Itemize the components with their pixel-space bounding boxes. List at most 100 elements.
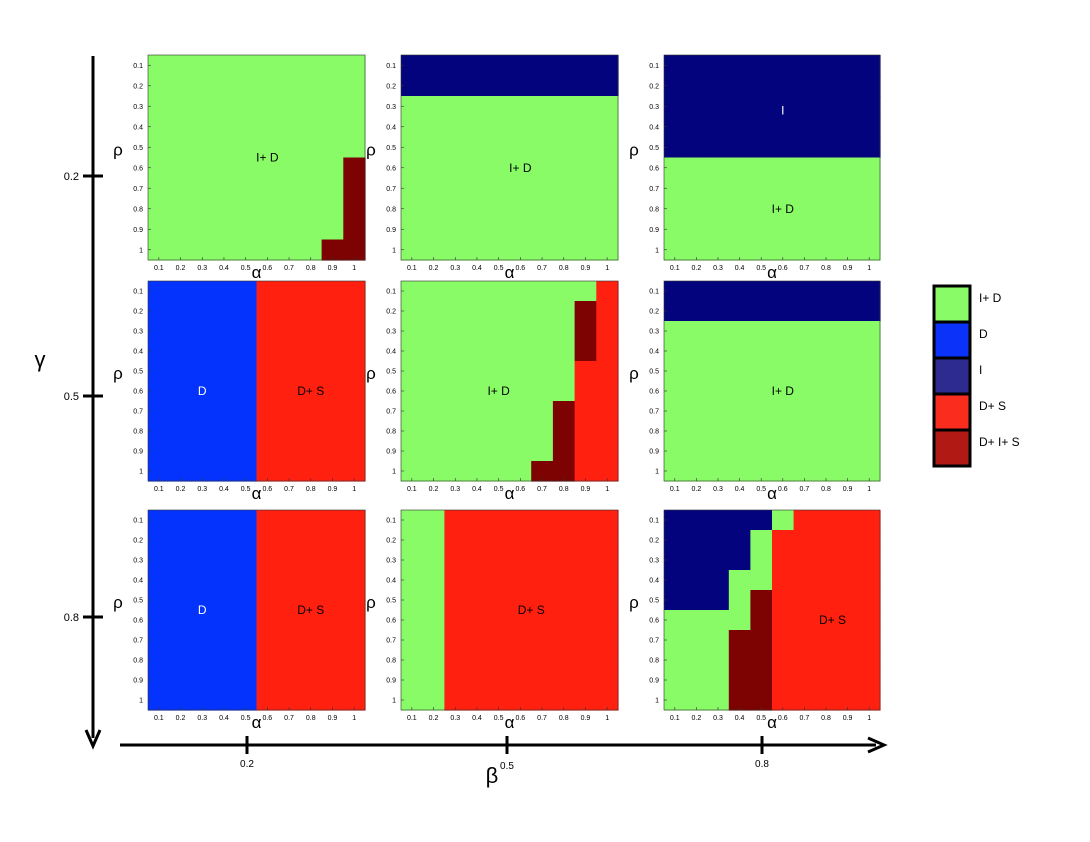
heatmap-cell	[836, 361, 859, 382]
heatmap-cell	[836, 650, 859, 671]
heatmap-cell	[487, 239, 511, 261]
x-tick-label: 0.5	[494, 265, 504, 272]
heatmap-cell	[401, 75, 424, 97]
heatmap-cell	[343, 570, 366, 591]
heatmap-cell	[509, 381, 532, 402]
heatmap-cell	[422, 421, 445, 442]
heatmap-cell	[343, 75, 366, 97]
y-tick-label: 0.2	[386, 538, 396, 545]
heatmap-cell	[401, 281, 424, 302]
heatmap-cell	[685, 321, 708, 342]
heatmap-cell	[707, 157, 730, 179]
y-tick-label: 0.3	[133, 329, 143, 336]
heatmap-cell	[772, 461, 795, 482]
heatmap-cell	[444, 75, 467, 97]
heatmap-cell	[574, 530, 597, 551]
heatmap-cell	[343, 421, 366, 442]
heatmap-cell	[596, 461, 619, 482]
y-tick-label: 0.9	[649, 449, 659, 456]
heatmap-cell	[750, 650, 773, 671]
heatmap-cell	[321, 510, 344, 531]
heatmap-cell	[574, 137, 597, 159]
y-tick-label: 0.9	[649, 678, 659, 685]
region-label: D	[198, 384, 207, 398]
heatmap-cell	[772, 510, 795, 531]
heatmap-cell	[278, 116, 301, 138]
heatmap-cell	[531, 401, 554, 422]
heatmap-cell	[444, 441, 467, 462]
heatmap-cell	[596, 198, 619, 220]
heatmap-cell	[858, 570, 881, 591]
heatmap-cell	[444, 650, 467, 671]
heatmap-cell	[148, 55, 171, 77]
heatmap-cell	[299, 341, 323, 362]
y-tick-label: 0.6	[133, 165, 143, 172]
heatmap-cell	[401, 96, 424, 118]
region-label: I+ D	[487, 384, 510, 398]
heatmap-cell	[169, 281, 192, 302]
heatmap-cell	[836, 381, 859, 402]
x-tick-label: 0.2	[429, 715, 439, 722]
heatmap-cell	[256, 421, 279, 442]
heatmap-cell	[772, 198, 795, 220]
x-tick-label: 1	[605, 715, 609, 722]
heatmap-cell	[531, 96, 554, 118]
x-tick-label: 0.3	[450, 486, 460, 493]
heatmap-cell	[707, 96, 730, 118]
heatmap-cell	[552, 610, 576, 631]
x-tick-label: 0.6	[778, 715, 788, 722]
heatmap-cell	[148, 630, 171, 651]
y-tick-label: 0.8	[133, 658, 143, 665]
x-axis-label: α	[767, 263, 777, 282]
heatmap-cell	[685, 550, 708, 571]
heatmap-cell	[836, 75, 859, 97]
heatmap-cell	[685, 441, 708, 462]
heatmap-cell	[685, 610, 708, 631]
heatmap-cell	[858, 55, 881, 77]
heatmap-cell	[401, 550, 424, 571]
heatmap-cell	[836, 341, 859, 362]
heatmap-cell	[664, 690, 687, 711]
heatmap-cell	[664, 239, 687, 261]
heatmap-cell	[321, 55, 344, 77]
heatmap-cell	[574, 321, 597, 342]
heatmap-cell	[422, 341, 445, 362]
heatmap-cell	[487, 510, 511, 531]
heatmap-cell	[148, 321, 171, 342]
heatmap-cell	[401, 690, 424, 711]
heatmap-cell	[707, 670, 730, 691]
heatmap-cell	[169, 137, 192, 159]
y-tick-label: 0.6	[386, 165, 396, 172]
heatmap-cell	[552, 341, 576, 362]
heatmap-cell	[685, 96, 708, 118]
y-tick-label: 0.6	[133, 618, 143, 625]
heatmap-cell	[509, 690, 532, 711]
heatmap-cell	[278, 650, 301, 671]
heatmap-cell	[321, 670, 344, 691]
heatmap-cell	[213, 530, 236, 551]
heatmap-cell	[343, 198, 366, 220]
heatmap-cell	[858, 530, 881, 551]
heatmap-cell	[299, 550, 323, 571]
heatmap-cell	[858, 239, 881, 261]
heatmap-cell	[664, 116, 687, 138]
x-tick-label: 0.1	[670, 486, 680, 493]
region-label: D+ S	[518, 603, 545, 617]
heatmap-cell	[574, 301, 597, 322]
heatmap-cell	[750, 55, 773, 77]
heatmap-cell	[191, 590, 214, 611]
heatmap-cell	[750, 239, 773, 261]
heatmap-cell	[343, 381, 366, 402]
heatmap-cell	[234, 670, 258, 691]
heatmap-cell	[444, 381, 467, 402]
heatmap-cell	[466, 75, 489, 97]
heatmap-cell	[750, 590, 773, 611]
heatmap-cell	[772, 441, 795, 462]
y-tick-label: 0.5	[649, 598, 659, 605]
heatmap-cell	[685, 178, 708, 200]
heatmap-cell	[685, 401, 708, 422]
heatmap-cell	[487, 178, 511, 200]
heatmap-cell	[574, 116, 597, 138]
x-tick-label: 1	[867, 486, 871, 493]
